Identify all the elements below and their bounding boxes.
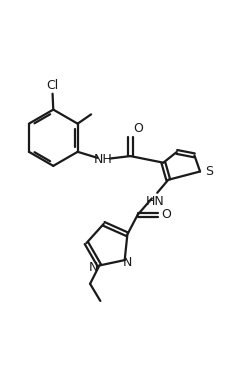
Text: O: O bbox=[133, 122, 143, 135]
Text: N: N bbox=[123, 256, 132, 268]
Text: Cl: Cl bbox=[46, 79, 59, 92]
Text: NH: NH bbox=[94, 152, 113, 166]
Text: O: O bbox=[161, 208, 171, 221]
Text: N: N bbox=[89, 261, 98, 274]
Text: S: S bbox=[205, 165, 213, 178]
Text: HN: HN bbox=[145, 195, 164, 208]
